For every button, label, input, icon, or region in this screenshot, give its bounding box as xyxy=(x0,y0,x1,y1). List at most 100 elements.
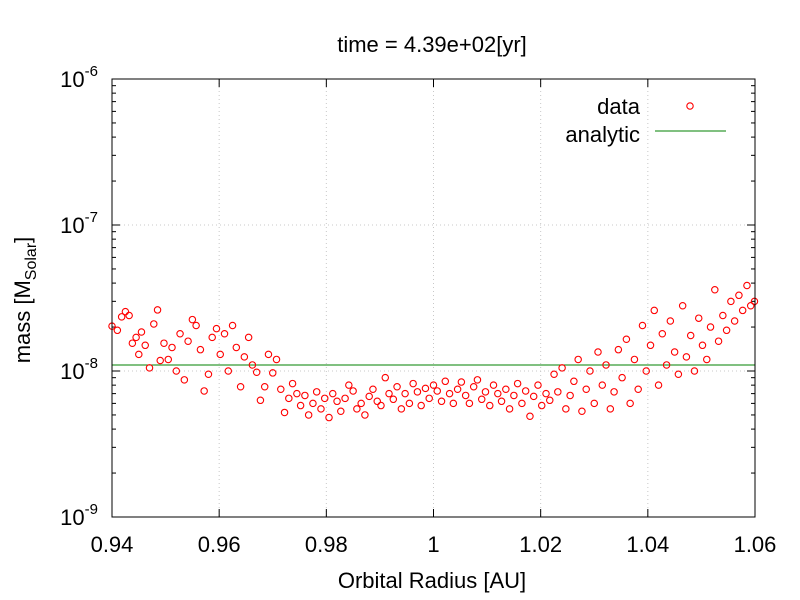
data-point xyxy=(626,399,634,408)
data-point xyxy=(137,328,146,336)
data-point xyxy=(542,389,550,398)
data-point xyxy=(714,337,723,345)
data-point xyxy=(654,381,663,389)
y-tick-base: 10 xyxy=(60,67,84,92)
data-point xyxy=(682,353,691,361)
data-point xyxy=(529,392,538,401)
data-point xyxy=(618,373,626,382)
data-point xyxy=(304,411,313,419)
data-point xyxy=(248,361,257,369)
data-point xyxy=(125,311,133,320)
data-point xyxy=(200,387,208,395)
x-tick-label: 0.94 xyxy=(91,532,134,557)
data-point xyxy=(433,387,442,395)
data-point xyxy=(268,369,277,377)
data-point xyxy=(329,389,337,398)
y-tick-base: 10 xyxy=(60,213,84,238)
data-point xyxy=(477,395,486,404)
data-point xyxy=(590,399,598,408)
data-point xyxy=(574,355,582,364)
data-point xyxy=(546,396,554,405)
data-point xyxy=(445,389,454,398)
y-tick-label: 10-7 xyxy=(60,209,98,238)
data-point xyxy=(505,405,514,413)
data-point xyxy=(489,381,498,389)
data-point xyxy=(610,388,618,396)
data-point xyxy=(698,341,707,350)
data-point xyxy=(630,355,639,364)
data-point xyxy=(674,370,683,379)
y-tick-exponent: -7 xyxy=(85,209,98,226)
data-point xyxy=(277,385,285,393)
data-point xyxy=(377,401,385,410)
data-point xyxy=(397,405,406,413)
data-point xyxy=(369,385,377,393)
data-point xyxy=(570,377,578,386)
data-point xyxy=(232,343,241,352)
data-point xyxy=(722,326,731,335)
data-point xyxy=(686,331,695,340)
x-tick-label: 1.06 xyxy=(734,532,777,557)
data-point xyxy=(461,391,470,400)
data-point xyxy=(562,405,570,413)
data-point xyxy=(208,333,216,342)
y-tick-label: 10-9 xyxy=(60,501,98,530)
data-point xyxy=(309,399,317,408)
y-tick-exponent: -6 xyxy=(85,63,98,80)
minor-ticks xyxy=(112,85,755,474)
data-point xyxy=(650,306,659,315)
data-point xyxy=(128,339,137,347)
data-point xyxy=(113,326,122,335)
data-point xyxy=(260,383,269,391)
data-point xyxy=(301,391,309,400)
data-point xyxy=(361,411,369,419)
data-point xyxy=(586,367,594,375)
data-point xyxy=(421,384,430,393)
x-tick-label: 1.04 xyxy=(626,532,669,557)
data-point xyxy=(554,388,562,396)
data-point xyxy=(341,394,349,403)
data-point xyxy=(132,333,140,342)
data-point xyxy=(578,407,586,416)
y-tick-exponent: -9 xyxy=(85,501,98,518)
data-point xyxy=(690,367,699,375)
data-point xyxy=(325,413,333,422)
y-tick-label: 10-6 xyxy=(60,63,98,92)
data-point xyxy=(727,297,735,306)
data-point xyxy=(204,370,213,379)
data-point xyxy=(176,329,184,338)
data-point xyxy=(389,395,398,404)
data-point xyxy=(486,401,494,410)
data-point xyxy=(473,376,482,384)
data-point xyxy=(634,385,642,393)
data-point xyxy=(550,370,558,379)
data-point xyxy=(534,381,542,389)
data-point xyxy=(156,356,164,365)
data-point xyxy=(244,333,253,342)
data-point xyxy=(373,397,381,406)
data-point xyxy=(413,388,422,396)
data-point xyxy=(192,321,200,330)
data-point xyxy=(288,379,297,388)
data-point xyxy=(746,301,755,310)
x-axis-ticks: 0.94 0.96 0.98 1 1.02 1.04 1.06 xyxy=(91,79,777,557)
legend-label-analytic: analytic xyxy=(565,122,640,147)
y-axis-title: mass [MSolar] xyxy=(10,237,40,364)
data-point xyxy=(337,407,345,416)
data-point xyxy=(719,311,727,320)
data-point xyxy=(738,306,747,315)
data-point xyxy=(449,399,458,408)
grid-lines xyxy=(112,79,755,517)
data-point xyxy=(296,401,305,410)
data-point xyxy=(465,399,474,408)
data-point xyxy=(180,376,189,384)
data-point xyxy=(594,348,602,356)
data-point xyxy=(622,335,631,343)
data-point xyxy=(662,361,671,369)
data-point xyxy=(172,367,181,375)
x-tick-label: 1 xyxy=(427,532,439,557)
data-point xyxy=(317,405,325,413)
data-point xyxy=(494,389,502,398)
data-point xyxy=(220,329,229,338)
data-point xyxy=(457,378,466,386)
